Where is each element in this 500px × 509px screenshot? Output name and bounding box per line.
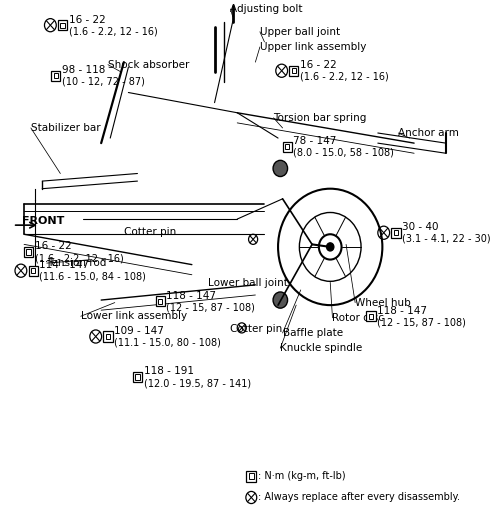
- Text: Shock absorber: Shock absorber: [108, 60, 190, 70]
- Text: Cotter pin: Cotter pin: [230, 324, 282, 334]
- Text: 109 - 147: 109 - 147: [114, 326, 164, 336]
- Text: 118 - 147: 118 - 147: [166, 291, 216, 300]
- Bar: [394, 230, 398, 235]
- Text: (12 - 15, 87 - 108): (12 - 15, 87 - 108): [166, 302, 256, 312]
- Text: (11.1 - 15.0, 80 - 108): (11.1 - 15.0, 80 - 108): [114, 337, 221, 348]
- Text: : Always replace after every disassembly.: : Always replace after every disassembly…: [258, 492, 460, 502]
- Text: Cotter pin: Cotter pin: [124, 227, 176, 237]
- Bar: [246, 471, 256, 482]
- Bar: [31, 268, 36, 273]
- Text: FRONT: FRONT: [22, 216, 64, 225]
- Bar: [369, 314, 374, 319]
- Text: Lower ball joint: Lower ball joint: [208, 278, 288, 289]
- Text: (3.1 - 4.1, 22 - 30): (3.1 - 4.1, 22 - 30): [402, 234, 491, 244]
- Bar: [292, 68, 296, 73]
- Bar: [26, 249, 31, 254]
- Text: 16 - 22: 16 - 22: [300, 60, 337, 70]
- Bar: [28, 266, 38, 276]
- Text: Lower link assembly: Lower link assembly: [81, 312, 187, 321]
- Text: 118 - 191: 118 - 191: [144, 366, 194, 377]
- Text: Torsion bar spring: Torsion bar spring: [274, 113, 367, 123]
- Bar: [106, 334, 110, 339]
- Text: 98 - 118: 98 - 118: [62, 65, 106, 75]
- Text: 78 - 147: 78 - 147: [294, 136, 337, 146]
- Text: : N·m (kg-m, ft-lb): : N·m (kg-m, ft-lb): [258, 471, 346, 480]
- Text: Stabilizer bar: Stabilizer bar: [31, 123, 100, 133]
- Circle shape: [326, 243, 334, 251]
- Text: (10 - 12, 72 - 87): (10 - 12, 72 - 87): [62, 77, 145, 87]
- Text: Adjusting bolt: Adjusting bolt: [230, 4, 303, 14]
- Bar: [135, 375, 140, 380]
- Text: 114 - 147: 114 - 147: [40, 260, 90, 270]
- Bar: [60, 22, 65, 27]
- Text: 16 - 22: 16 - 22: [69, 15, 106, 24]
- Bar: [58, 20, 67, 30]
- Circle shape: [273, 160, 287, 177]
- Bar: [392, 228, 400, 238]
- Bar: [52, 71, 60, 81]
- Bar: [24, 247, 33, 257]
- Bar: [290, 66, 298, 76]
- Text: Tension rod: Tension rod: [46, 258, 106, 268]
- Bar: [282, 142, 292, 152]
- Bar: [366, 311, 376, 321]
- Text: 16 - 22: 16 - 22: [35, 241, 72, 251]
- Bar: [249, 473, 254, 479]
- Text: Baffle plate: Baffle plate: [282, 328, 343, 338]
- Text: (12 - 15, 87 - 108): (12 - 15, 87 - 108): [378, 317, 466, 327]
- Bar: [54, 73, 58, 78]
- Text: Rotor disc: Rotor disc: [332, 313, 384, 323]
- Text: (8.0 - 15.0, 58 - 108): (8.0 - 15.0, 58 - 108): [294, 148, 394, 158]
- Text: Wheel hub: Wheel hub: [355, 298, 411, 307]
- Text: Knuckle spindle: Knuckle spindle: [280, 343, 362, 353]
- Bar: [133, 372, 142, 382]
- Circle shape: [273, 292, 287, 308]
- Bar: [156, 296, 164, 306]
- Text: (1.6 - 2.2, 12 - 16): (1.6 - 2.2, 12 - 16): [35, 253, 124, 263]
- Bar: [104, 331, 112, 342]
- Text: 30 - 40: 30 - 40: [402, 222, 439, 232]
- Bar: [285, 144, 290, 149]
- Text: (11.6 - 15.0, 84 - 108): (11.6 - 15.0, 84 - 108): [40, 272, 146, 282]
- Text: Anchor arm: Anchor arm: [398, 128, 459, 138]
- Text: (12.0 - 19.5, 87 - 141): (12.0 - 19.5, 87 - 141): [144, 378, 251, 388]
- Bar: [158, 299, 162, 303]
- Text: 118 - 147: 118 - 147: [378, 306, 428, 316]
- Text: (1.6 - 2.2, 12 - 16): (1.6 - 2.2, 12 - 16): [300, 72, 389, 82]
- Text: Upper link assembly: Upper link assembly: [260, 42, 366, 52]
- Text: (1.6 - 2.2, 12 - 16): (1.6 - 2.2, 12 - 16): [69, 26, 158, 36]
- Text: Upper ball joint: Upper ball joint: [260, 27, 340, 37]
